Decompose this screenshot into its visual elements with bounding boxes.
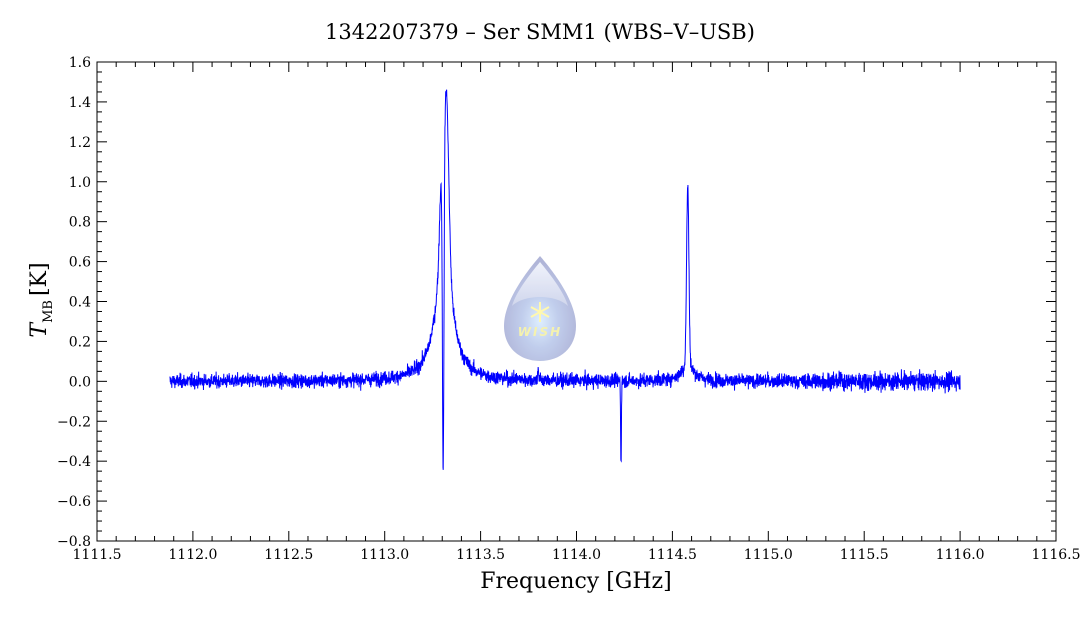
x-tick-label: 1113.5 (456, 547, 505, 563)
x-tick-label: 1111.5 (73, 547, 122, 563)
x-tick-label: 1116.5 (1032, 547, 1080, 563)
x-tick-label: 1114.5 (648, 547, 697, 563)
watermark-text: WISH (518, 325, 562, 339)
y-tick-label: −0.2 (57, 414, 91, 430)
y-tick-label: −0.6 (57, 494, 91, 510)
x-axis-title: Frequency [GHz] (480, 569, 672, 594)
axis-ticks (96, 61, 1057, 542)
svg-text:TMB[K]: TMB [K] (27, 262, 56, 337)
y-axis-symbol: T (27, 321, 52, 338)
y-tick-label: −0.8 (57, 534, 91, 550)
y-tick-label: 1.0 (69, 175, 91, 191)
y-tick-label: −0.4 (57, 454, 91, 470)
y-tick-label: 1.2 (69, 135, 91, 151)
y-tick-label: 0.8 (69, 215, 91, 231)
x-tick-label: 1115.0 (744, 547, 793, 563)
x-tick-label: 1116.0 (936, 547, 985, 563)
x-tick-label: 1112.5 (264, 547, 313, 563)
y-tick-label: 1.4 (69, 95, 91, 111)
wish-logo: WISH (504, 256, 576, 361)
y-tick-label: 0.6 (69, 255, 91, 271)
y-axis-title: TMB [K] (27, 262, 56, 337)
x-tick-label: 1115.5 (840, 547, 889, 563)
star-icon (530, 302, 550, 322)
y-tick-label: 0.0 (69, 374, 91, 390)
tick-labels: 1111.5 1112.0 1112.5 1113.0 1113.5 1114.0 1114… (57, 55, 1080, 563)
x-tick-label: 1113.0 (360, 547, 409, 563)
y-tick-label: 0.4 (69, 295, 91, 311)
y-axis-unit: [K] (27, 262, 52, 296)
chart-title: 1342207379 – Ser SMM1 (WBS–V–USB) (325, 20, 755, 44)
y-tick-label: 0.2 (69, 334, 91, 350)
spectrum-line (169, 89, 961, 470)
y-axis-subscript: MB (41, 300, 56, 323)
x-tick-label: 1112.0 (168, 547, 217, 563)
y-tick-label: 1.6 (69, 55, 91, 71)
x-tick-label: 1114.0 (552, 547, 601, 563)
plot-frame (96, 61, 1057, 542)
